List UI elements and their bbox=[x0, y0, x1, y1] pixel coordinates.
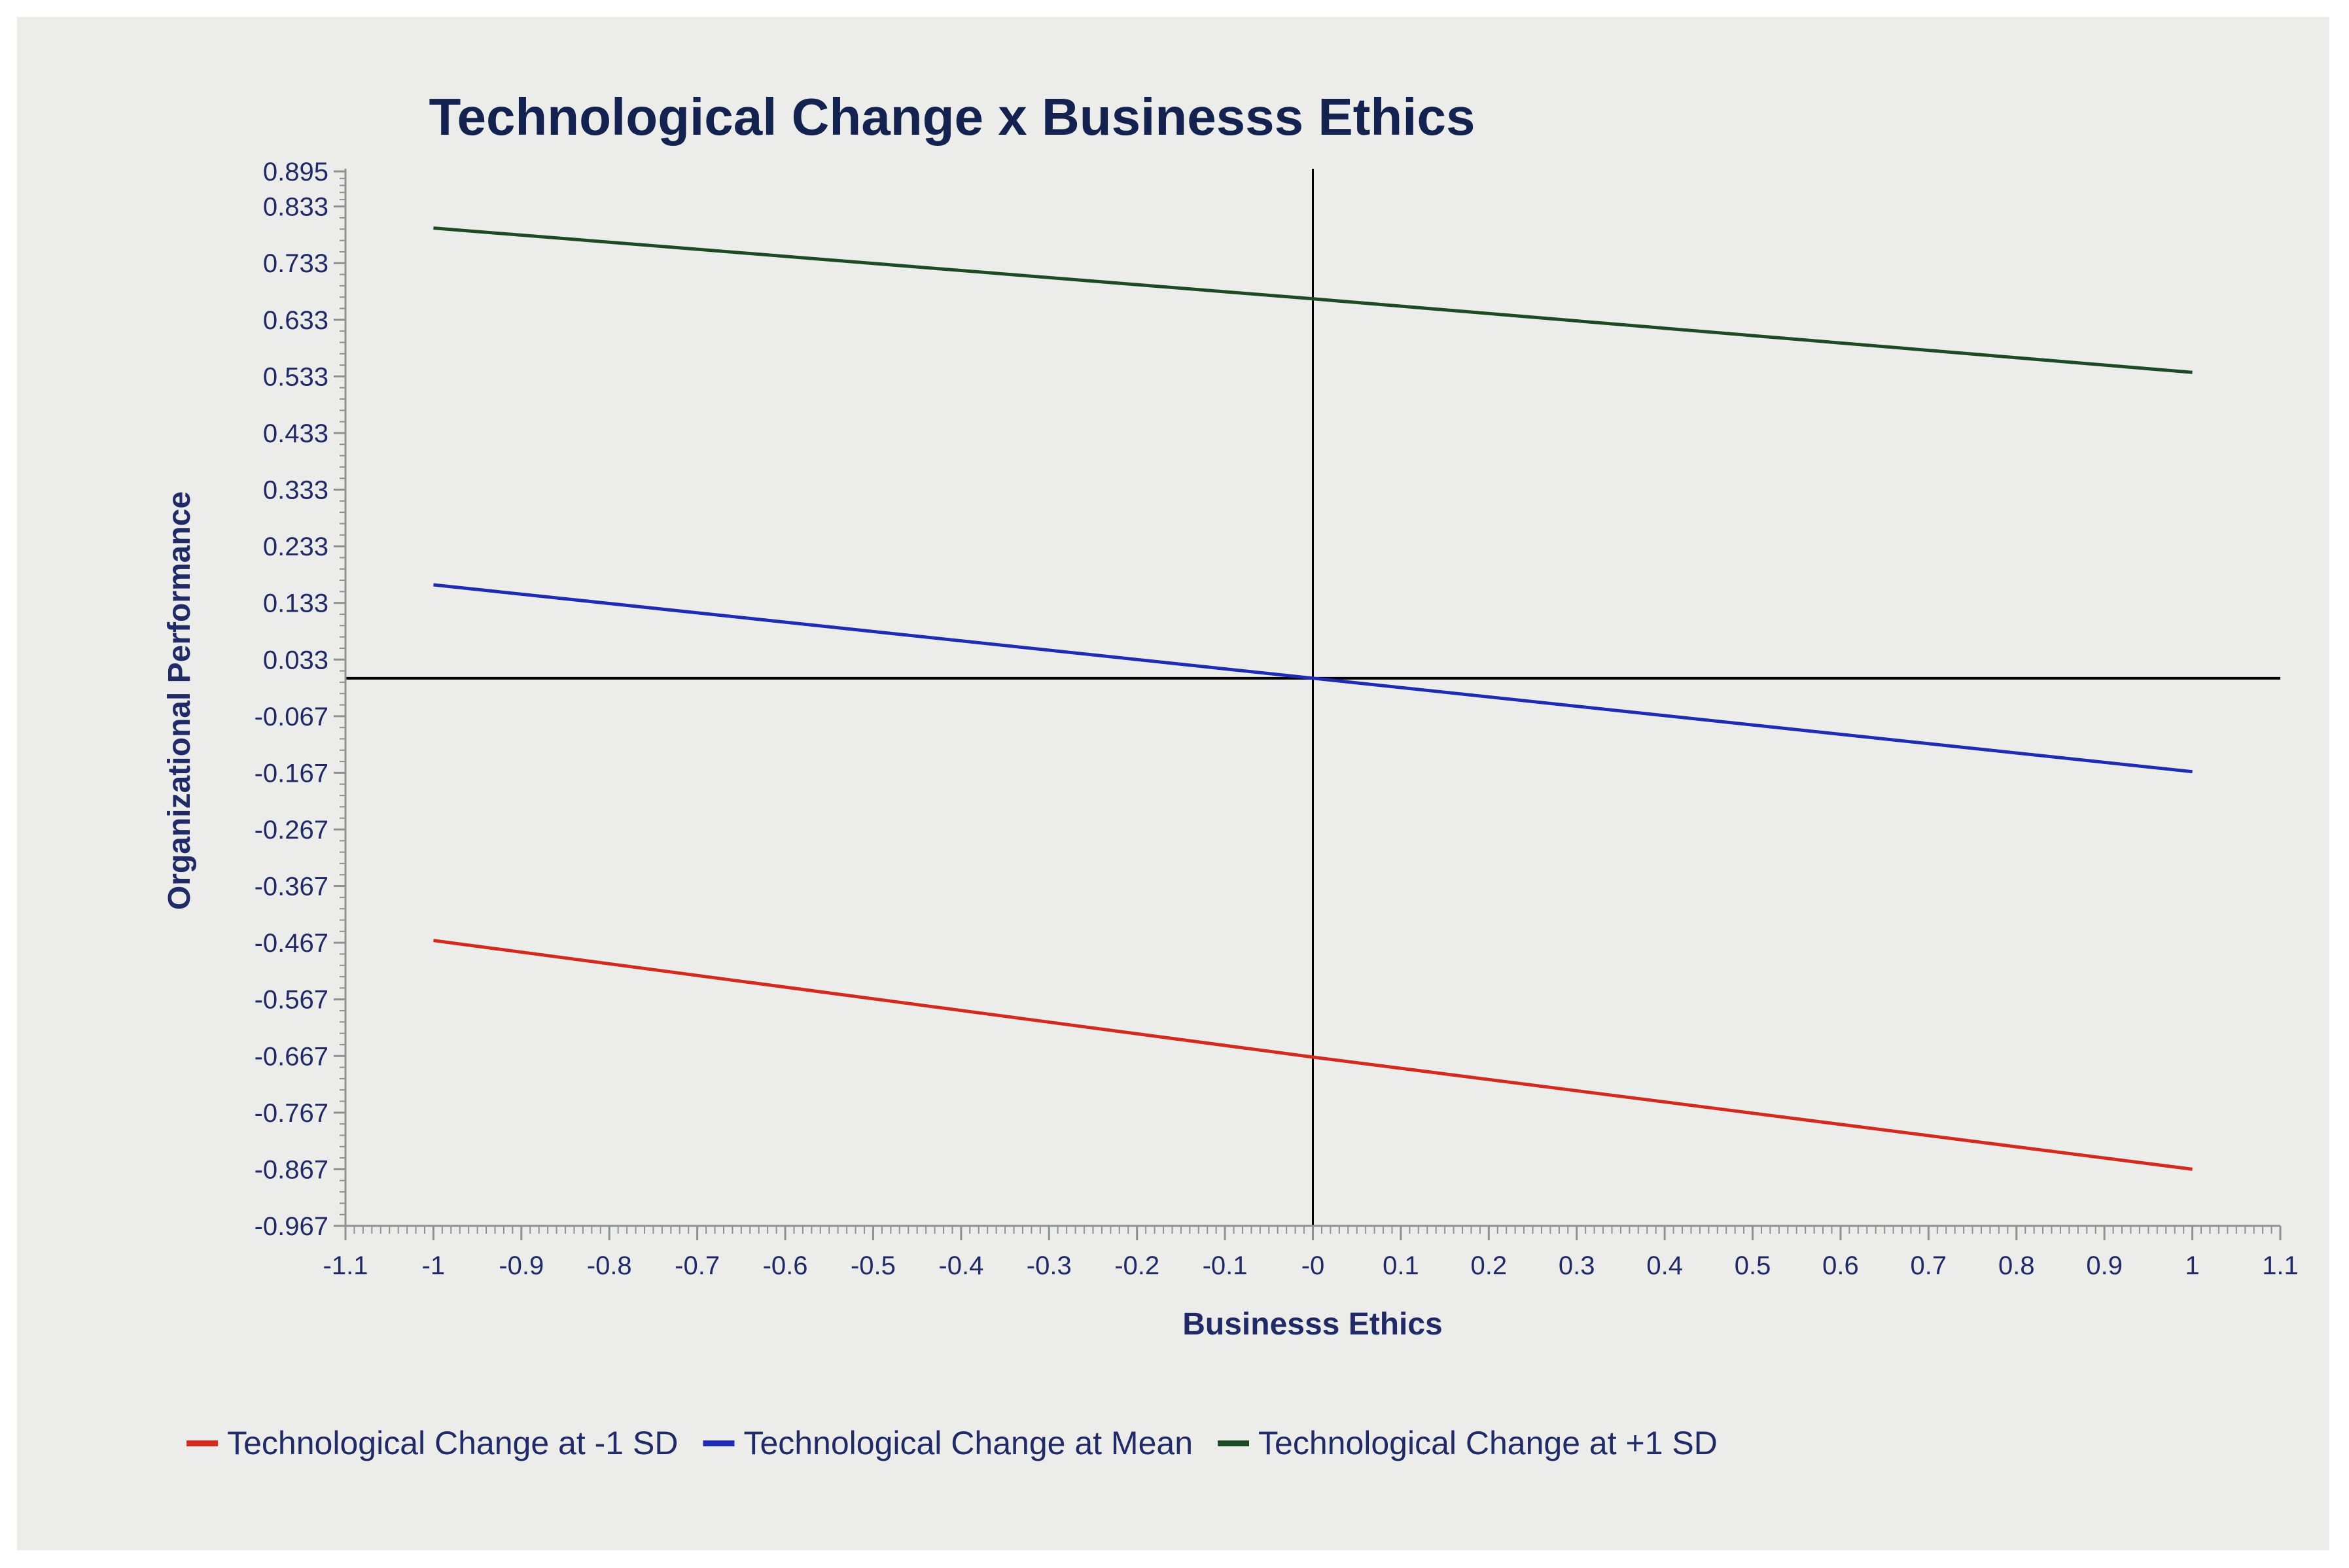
legend-label: Technological Change at -1 SD bbox=[227, 1425, 678, 1461]
x-tick-label: 1 bbox=[2185, 1251, 2199, 1280]
y-tick-label: 0.033 bbox=[263, 646, 328, 674]
x-tick-label: 1.1 bbox=[2262, 1251, 2299, 1280]
y-tick-label: -0.767 bbox=[255, 1099, 328, 1128]
legend-swatch-1 bbox=[186, 1440, 219, 1446]
x-tick-label: -0.3 bbox=[1027, 1251, 1072, 1280]
x-tick-label: -0.1 bbox=[1203, 1251, 1248, 1280]
legend-swatch-3 bbox=[1218, 1440, 1250, 1446]
x-tick-label: -0 bbox=[1301, 1251, 1325, 1280]
y-tick-label: 0.333 bbox=[263, 476, 328, 505]
x-tick-label: -0.8 bbox=[587, 1251, 632, 1280]
legend-label: Technological Change at Mean bbox=[743, 1425, 1193, 1461]
x-tick-label: 0.4 bbox=[1646, 1251, 1683, 1280]
x-tick-label: -0.2 bbox=[1114, 1251, 1159, 1280]
x-tick-label: 0.1 bbox=[1383, 1251, 1419, 1280]
x-axis-title: Businesss Ethics bbox=[1182, 1307, 1443, 1342]
y-tick-label: 0.133 bbox=[263, 589, 328, 618]
x-tick-label: -0.6 bbox=[763, 1251, 808, 1280]
series-line-3 bbox=[433, 226, 2193, 374]
y-tick-label: 0.833 bbox=[263, 193, 328, 222]
x-tick-label: -0.7 bbox=[675, 1251, 720, 1280]
series-layer bbox=[433, 226, 2193, 1171]
y-axis: 0.895 0.833 0.733 0.633 0.533 0.433 0.333 0.233… bbox=[255, 158, 347, 1241]
legend-label: Technological Change at +1 SD bbox=[1258, 1425, 1718, 1461]
chart-title: Technological Change x Businesss Ethics bbox=[429, 88, 1475, 146]
y-tick-label: 0.233 bbox=[263, 532, 328, 561]
y-tick-label: -0.567 bbox=[255, 986, 328, 1015]
x-tick-label: 0.2 bbox=[1471, 1251, 1508, 1280]
x-axis: -1.1 -1 -0.9 -0.8 -0.7 -0.6 -0.5 -0.4 -0.3 -0.2 -0… bbox=[323, 1225, 2299, 1280]
y-tick-label: 0.433 bbox=[263, 419, 328, 448]
y-tick-label: 0.733 bbox=[263, 249, 328, 278]
chart-panel: Technological Change x Businesss Ethics … bbox=[17, 17, 2329, 1550]
y-tick-label: -0.867 bbox=[255, 1155, 328, 1184]
x-tick-label: -1.1 bbox=[323, 1251, 368, 1280]
y-tick-label: -0.167 bbox=[255, 759, 328, 788]
legend: Technological Change at -1 SD Technologic… bbox=[186, 1425, 1718, 1461]
x-tick-label: -0.9 bbox=[499, 1251, 544, 1280]
y-tick-label: -0.667 bbox=[255, 1042, 328, 1071]
y-tick-label: -0.067 bbox=[255, 703, 328, 731]
y-tick-label: 0.895 bbox=[263, 158, 328, 186]
plot-area bbox=[345, 169, 2280, 1226]
y-tick-label: -0.367 bbox=[255, 873, 328, 901]
chart: Technological Change x Businesss Ethics … bbox=[162, 88, 2299, 1461]
y-tick-label: -0.467 bbox=[255, 929, 328, 958]
series-line-1 bbox=[433, 939, 2193, 1171]
series-line-2 bbox=[433, 583, 2193, 774]
x-tick-label: 0.5 bbox=[1735, 1251, 1771, 1280]
x-tick-label: 0.9 bbox=[2086, 1251, 2123, 1280]
x-tick-label: 0.8 bbox=[1998, 1251, 2035, 1280]
y-axis-title: Organizational Performance bbox=[162, 491, 197, 910]
x-tick-label: -0.5 bbox=[851, 1251, 896, 1280]
x-tick-label: -0.4 bbox=[938, 1251, 983, 1280]
y-tick-label: -0.967 bbox=[255, 1212, 328, 1241]
x-tick-label: -1 bbox=[422, 1251, 446, 1280]
x-tick-label: 0.6 bbox=[1822, 1251, 1859, 1280]
x-tick-label: 0.7 bbox=[1911, 1251, 1947, 1280]
y-tick-label: -0.267 bbox=[255, 816, 328, 845]
y-tick-label: 0.633 bbox=[263, 306, 328, 335]
legend-swatch-2 bbox=[703, 1440, 735, 1446]
y-tick-label: 0.533 bbox=[263, 362, 328, 391]
x-tick-label: 0.3 bbox=[1559, 1251, 1595, 1280]
